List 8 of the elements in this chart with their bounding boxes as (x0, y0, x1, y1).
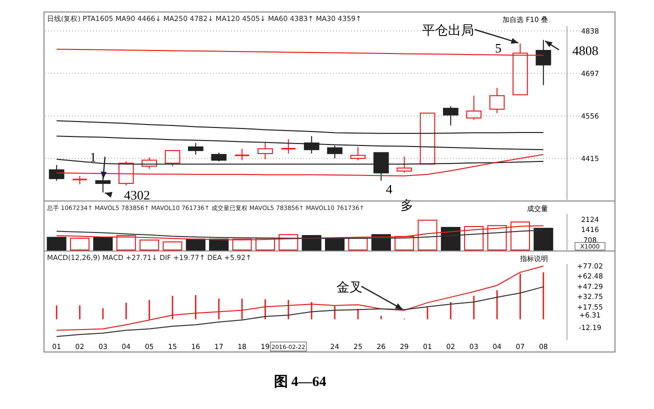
annotation: 4808 (572, 42, 598, 58)
annotation: 4 (386, 182, 393, 197)
annotation: 金叉 (336, 279, 362, 294)
caption: 图 4—64 (274, 374, 326, 390)
annotation: 平仓出局 (422, 22, 474, 38)
annotation: 5 (494, 40, 502, 56)
annotation: 1 (90, 150, 96, 165)
annotation: 4302 (124, 187, 150, 202)
